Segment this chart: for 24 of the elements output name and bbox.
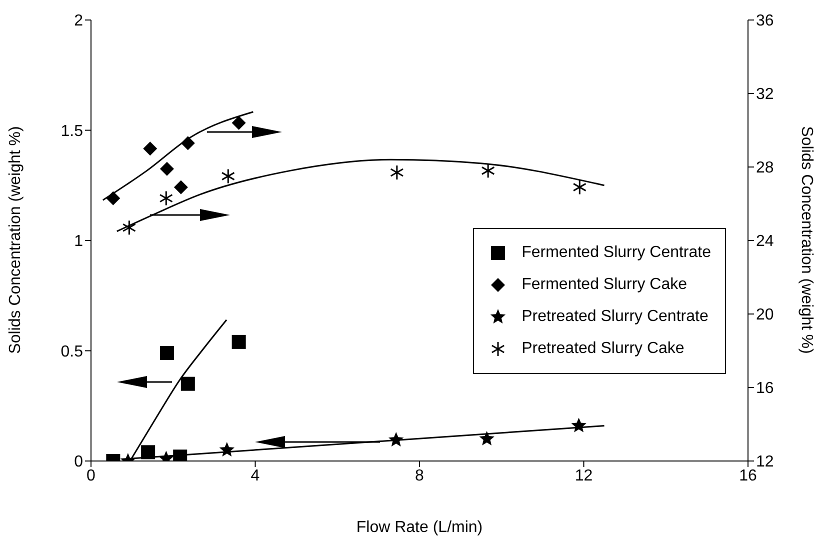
x-tick-label: 8 xyxy=(415,467,424,484)
y-tick-label: 0.5 xyxy=(60,343,84,360)
y-axis-title: Solids Concentration (weight %) xyxy=(7,126,24,354)
x-tick-label: 12 xyxy=(574,467,593,484)
y-tick-label: 0 xyxy=(74,454,84,471)
x-axis-title: Flow Rate (L/min) xyxy=(356,519,483,536)
y2-tick-label: 16 xyxy=(756,380,774,398)
y2-tick-label: 24 xyxy=(756,233,774,250)
y-tick-label: 1.5 xyxy=(60,122,84,140)
y2-axis-title: Solids Concentration (weight %) xyxy=(798,126,815,354)
x-tick-label: 4 xyxy=(250,467,260,484)
y2-tick-label: 28 xyxy=(756,160,774,177)
y-tick-label: 1 xyxy=(74,233,84,250)
x-tick-label: 16 xyxy=(739,467,757,484)
y2-tick-label: 36 xyxy=(756,12,774,30)
y2-tick-label: 12 xyxy=(756,454,774,471)
legend-label: Fermented Slurry Cake xyxy=(522,276,687,294)
y-tick-label: 2 xyxy=(74,12,84,30)
x-tick-label: 0 xyxy=(86,467,96,484)
y2-tick-label: 32 xyxy=(756,86,774,104)
legend-label: Pretreated Slurry Centrate xyxy=(522,308,708,326)
legend-label: Pretreated Slurry Cake xyxy=(522,340,684,358)
legend-label: Fermented Slurry Centrate xyxy=(522,244,711,262)
y2-tick-label: 20 xyxy=(756,306,774,324)
